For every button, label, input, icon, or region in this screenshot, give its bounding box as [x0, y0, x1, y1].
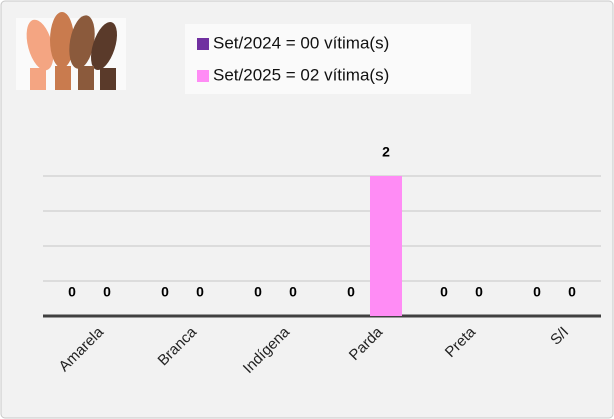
- value-label: 0: [475, 284, 483, 300]
- value-label: 0: [254, 284, 262, 300]
- value-label: 0: [440, 284, 448, 300]
- value-label: 0: [568, 284, 576, 300]
- value-label: 0: [289, 284, 297, 300]
- value-label: 0: [161, 284, 169, 300]
- legend-label: Set/2024 = 00 vítima(s): [213, 33, 389, 52]
- legend-box: [185, 24, 471, 94]
- legend-swatch: [197, 38, 209, 50]
- value-label: 0: [196, 284, 204, 300]
- value-label: 2: [382, 144, 390, 160]
- value-label: 0: [68, 284, 76, 300]
- legend-swatch: [197, 70, 209, 82]
- value-label: 0: [347, 284, 355, 300]
- hands-icon: [16, 12, 126, 90]
- bar: [370, 176, 402, 316]
- value-label: 0: [533, 284, 541, 300]
- legend-label: Set/2025 = 02 vítima(s): [213, 65, 389, 84]
- value-label: 0: [103, 284, 111, 300]
